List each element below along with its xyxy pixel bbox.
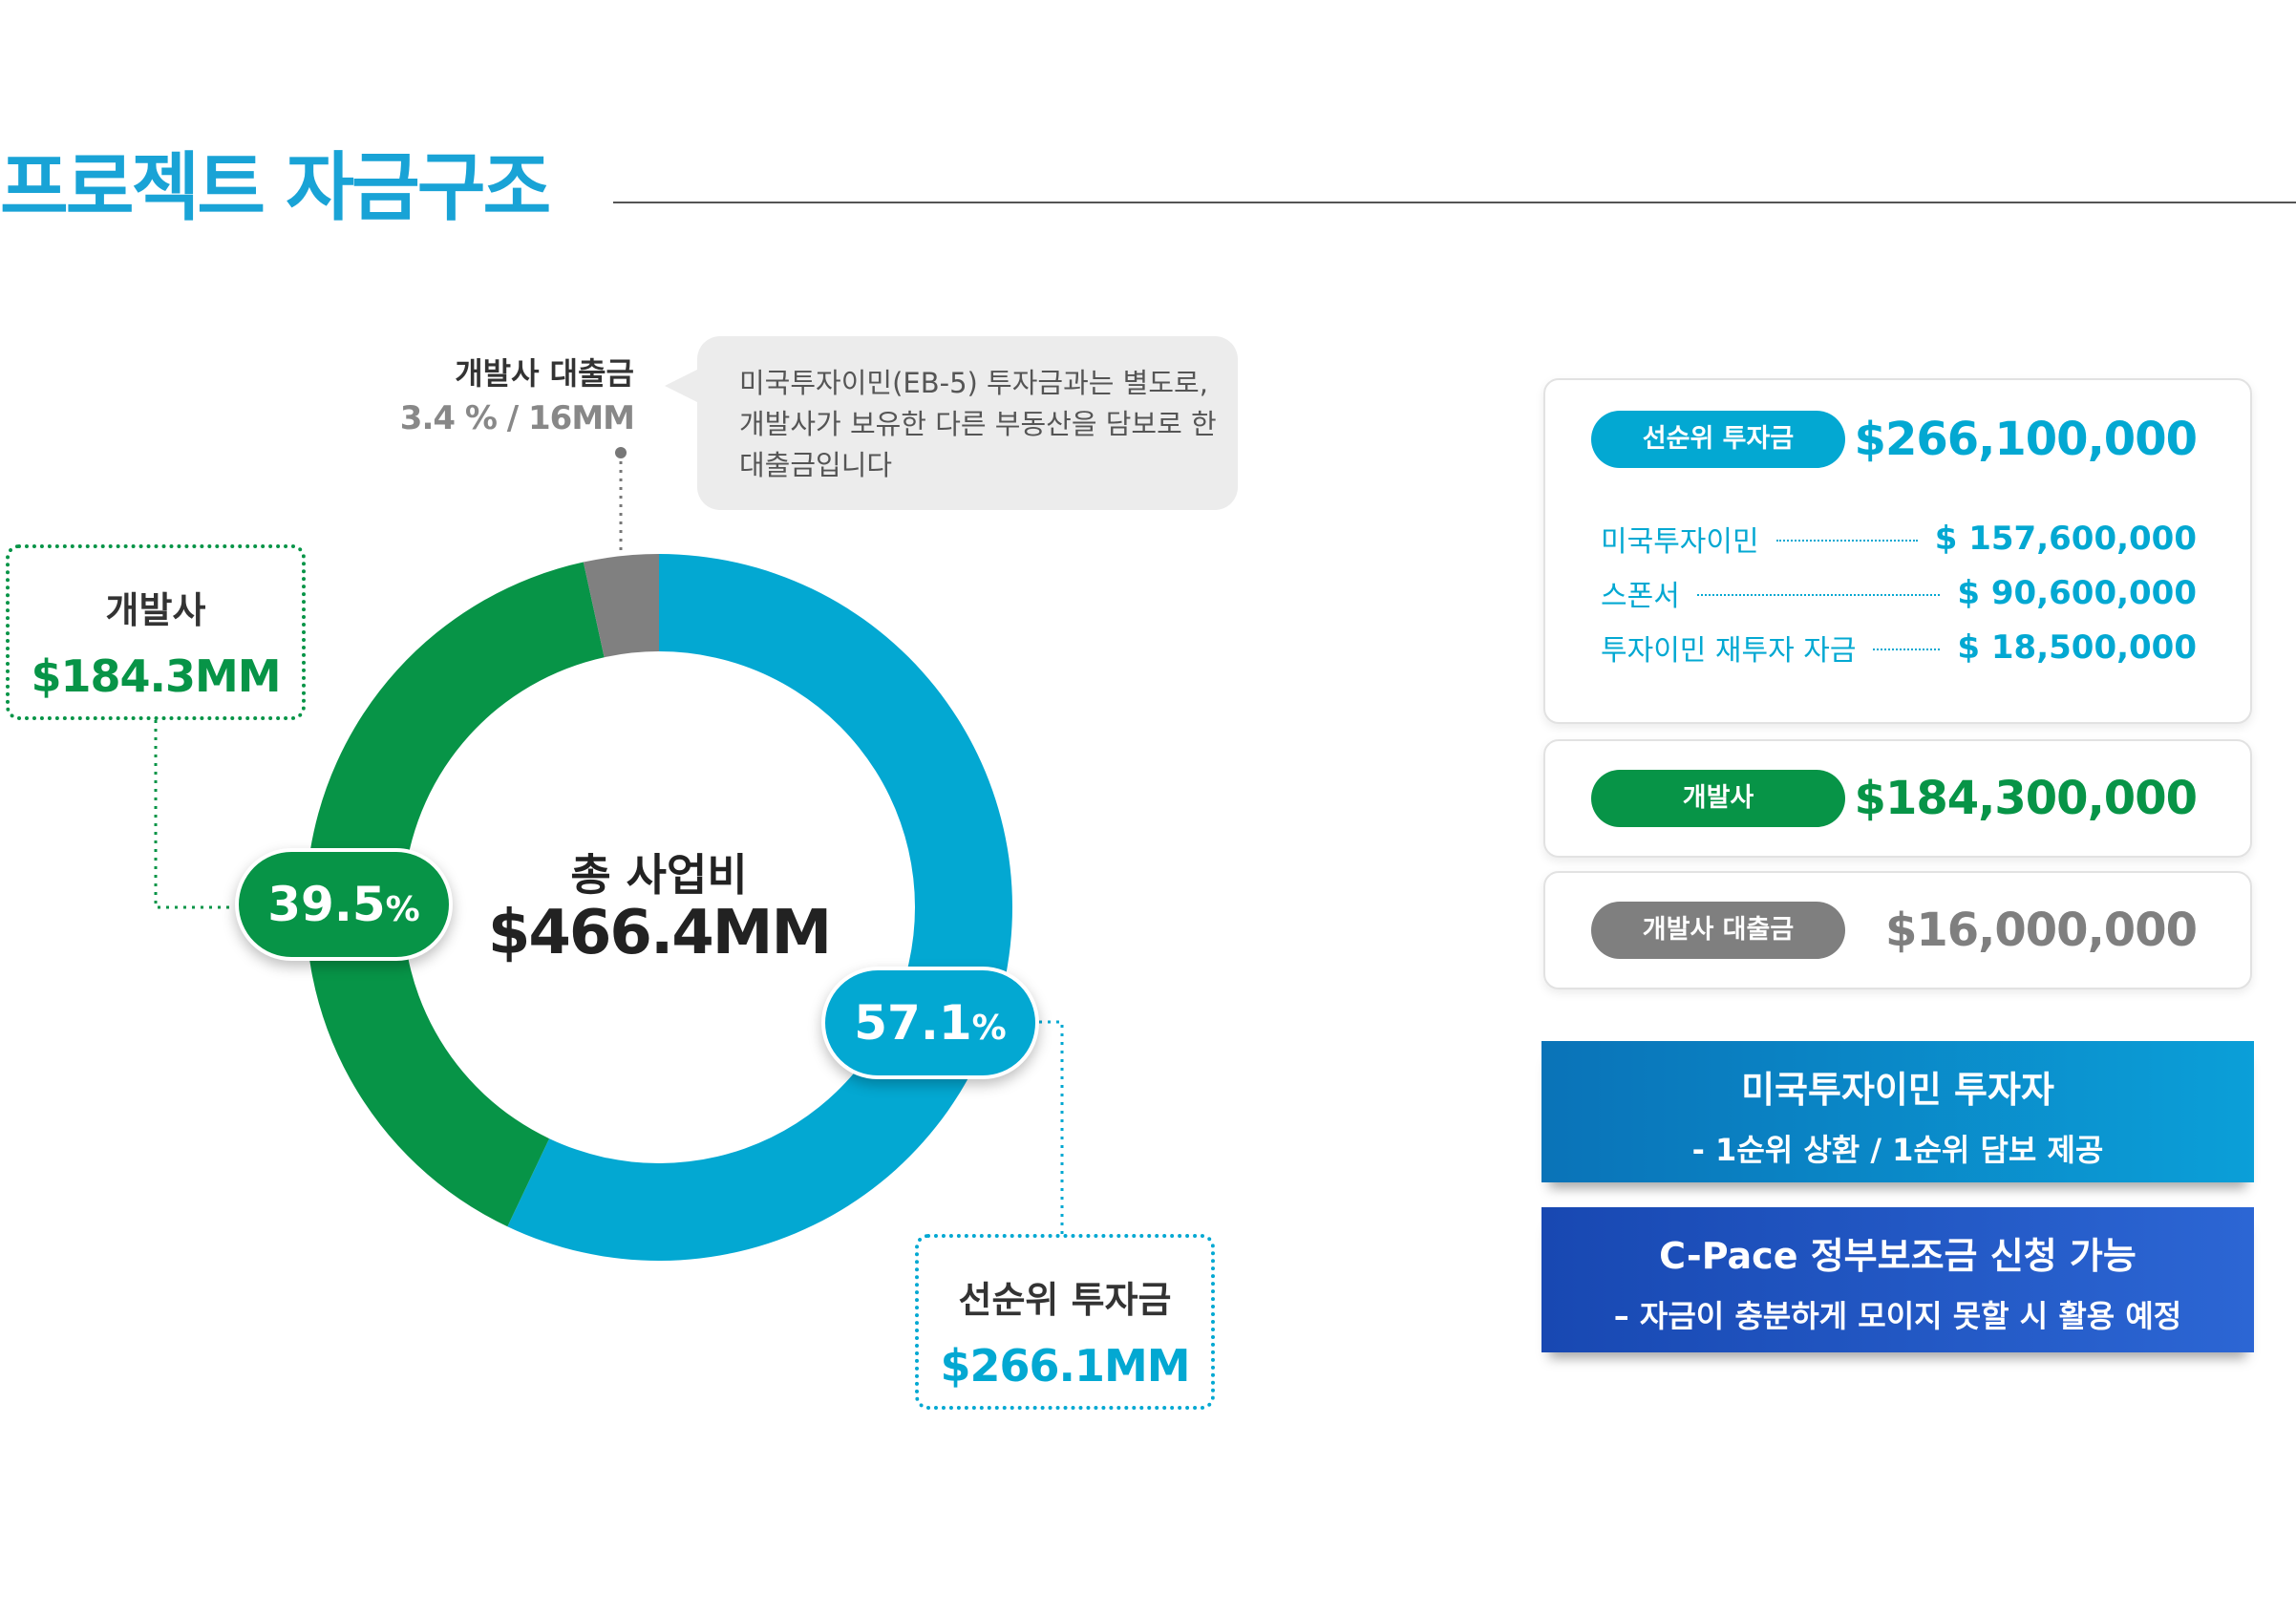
breakdown-row-label: 미국투자이민 <box>1601 525 1759 559</box>
senior-percent: 57.1 <box>854 995 972 1051</box>
dotted-leader <box>1696 594 1941 596</box>
investor-banner: 미국투자이민 투자자 - 1순위 상환 / 1순위 담보 제공 <box>1541 1041 2254 1182</box>
investor-banner-title: 미국투자이민 투자자 <box>1741 1069 2054 1111</box>
breakdown-row: 스폰서 $ 90,600,000 <box>1601 572 2197 614</box>
donut-center-value: $466.4MM <box>487 898 832 968</box>
developer-amount: $184,300,000 <box>1854 772 2198 825</box>
donut-slice-2 <box>583 554 659 658</box>
donut-slices <box>305 554 1012 1261</box>
senior-label-box: 선순위 투자금 $266.1MM <box>915 1234 1215 1410</box>
breakdown-row-value: $ 90,600,000 <box>1957 574 2197 612</box>
page-title: 프로젝트 자금구조 <box>0 145 551 231</box>
senior-card: 선순위 투자금 $266,100,000 미국투자이민 $ 157,600,00… <box>1543 378 2252 724</box>
percent-unit: % <box>971 1009 1007 1048</box>
loan-card: 개발사 대출금 $16,000,000 <box>1543 871 2252 989</box>
developer-tag: 개발사 <box>1591 770 1845 827</box>
developer-percent: 39.5 <box>267 877 386 932</box>
donut-slice-1 <box>305 562 605 1227</box>
donut-center-label: 총 사업비 <box>570 849 748 901</box>
cpace-banner: C-Pace 정부보조금 신청 가능 – 자금이 충분하게 모이지 못할 시 활… <box>1541 1207 2254 1352</box>
breakdown-row-label: 스폰서 <box>1601 580 1680 613</box>
loan-callout: 미국투자이민(EB-5) 투자금과는 별도로, 개발사가 보유한 다른 부동산을… <box>665 336 1238 510</box>
breakdown-row: 미국투자이민 $ 157,600,000 <box>1601 518 2197 560</box>
breakdown-row-value: $ 157,600,000 <box>1934 520 2197 558</box>
percent-unit: % <box>385 890 420 929</box>
loan-callout-text: 미국투자이민(EB-5) 투자금과는 별도로, 개발사가 보유한 다른 부동산을… <box>739 367 1217 481</box>
developer-value: $184.3MM <box>31 650 281 702</box>
developer-percent-badge: 39.5% <box>235 848 453 961</box>
loan-tag: 개발사 대출금 <box>1591 902 1845 959</box>
senior-label: 선순위 투자금 <box>958 1279 1172 1321</box>
breakdown-row-value: $ 18,500,000 <box>1957 628 2197 667</box>
loan-slice-label: 개발사 대출금 <box>455 355 634 392</box>
dotted-leader <box>1873 649 1941 650</box>
donut-slice-0 <box>507 554 1012 1261</box>
dotted-leader <box>1775 540 1918 542</box>
breakdown-row: 투자이민 재투자 자금 $ 18,500,000 <box>1601 627 2197 669</box>
breakdown-row-label: 투자이민 재투자 자금 <box>1601 634 1857 668</box>
title-divider <box>613 202 2296 203</box>
senior-value: $266.1MM <box>940 1340 1190 1392</box>
senior-amount: $266,100,000 <box>1854 413 2198 466</box>
loan-slice-value: 3.4 % / 16MM <box>399 399 635 437</box>
senior-tag: 선순위 투자금 <box>1591 411 1845 468</box>
senior-leader-line <box>1039 1020 1064 1234</box>
developer-label: 개발사 <box>105 589 206 631</box>
senior-percent-badge: 57.1% <box>821 967 1039 1079</box>
developer-leader-line <box>154 720 235 909</box>
cpace-banner-title: C-Pace 정부보조금 신청 가능 <box>1659 1235 2137 1277</box>
loan-amount: $16,000,000 <box>1884 904 2198 957</box>
cpace-banner-subtitle: – 자금이 충분하게 모이지 못할 시 활용 예정 <box>1613 1298 2182 1334</box>
developer-label-box: 개발사 $184.3MM <box>6 544 306 720</box>
investor-banner-subtitle: - 1순위 상환 / 1순위 담보 제공 <box>1691 1132 2104 1168</box>
developer-card: 개발사 $184,300,000 <box>1543 739 2252 858</box>
